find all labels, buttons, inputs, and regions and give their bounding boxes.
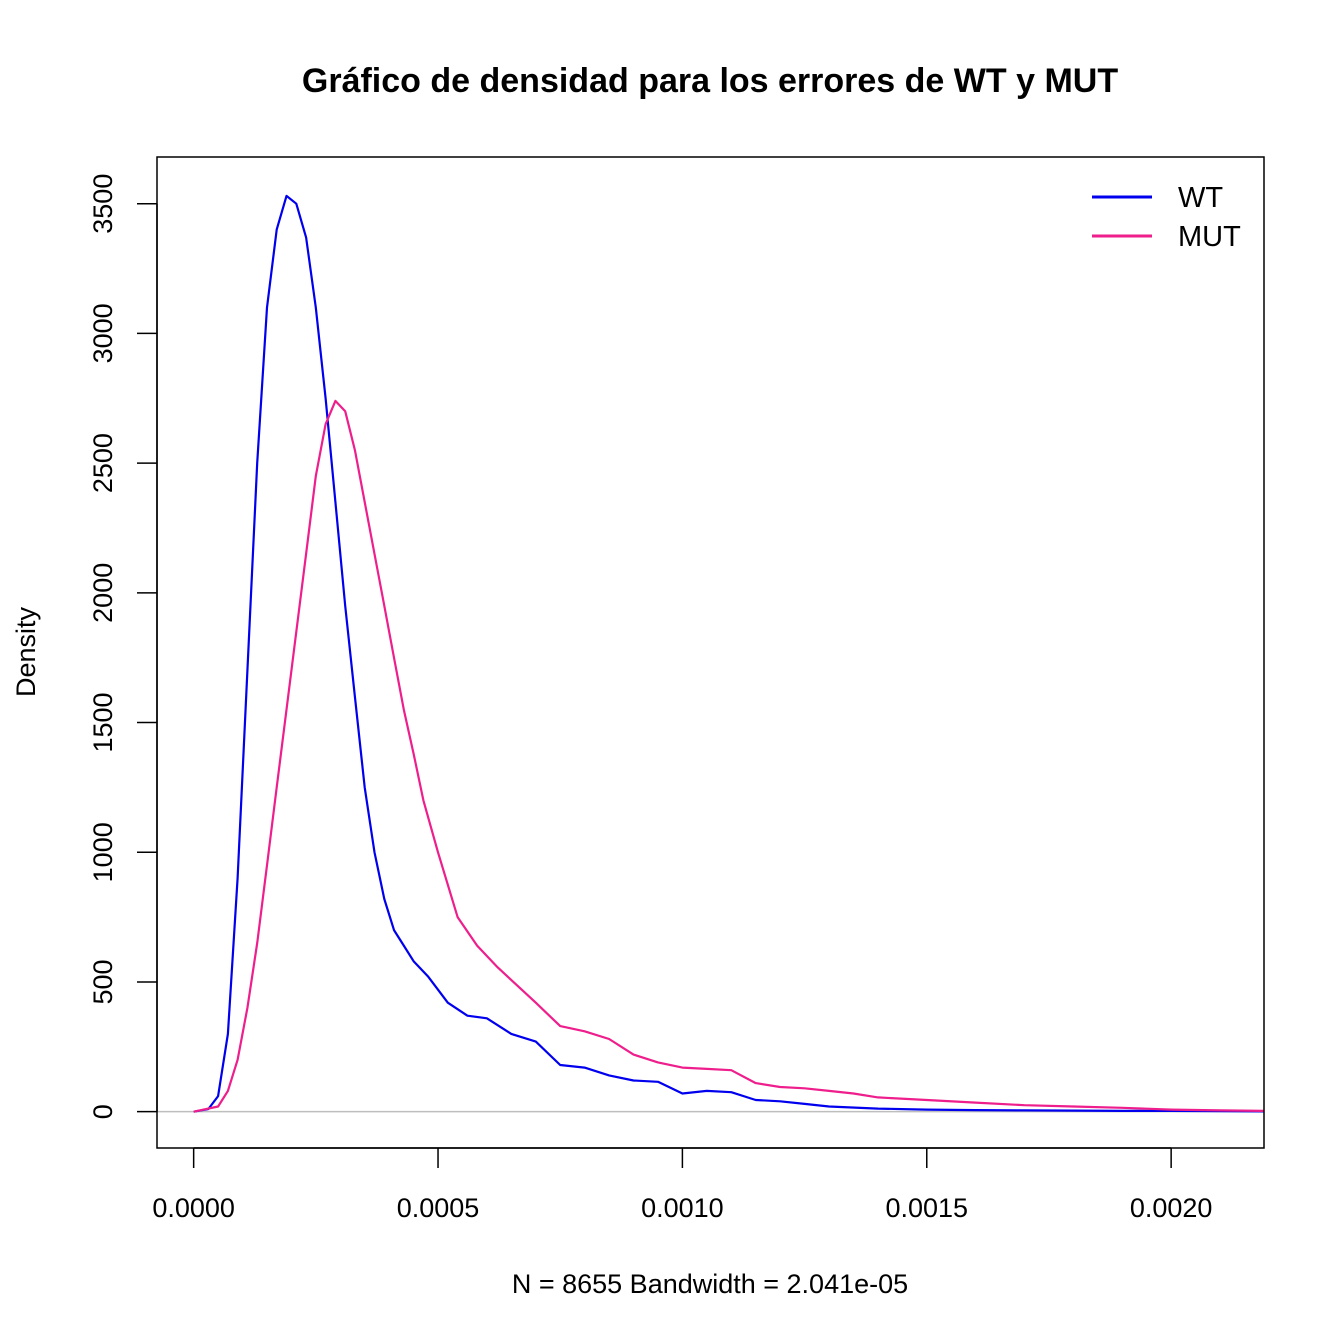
y-tick-label: 500	[88, 959, 118, 1004]
y-tick-label: 2000	[88, 563, 118, 623]
y-axis: 0 500 1000 1500 2000 2500 3000 3500	[88, 174, 158, 1119]
x-axis-label: N = 8655 Bandwidth = 2.041e-05	[512, 1269, 908, 1299]
y-tick-label: 3500	[88, 174, 118, 234]
x-tick-label: 0.0015	[885, 1193, 968, 1223]
x-tick-label: 0.0000	[152, 1193, 235, 1223]
x-tick-label: 0.0020	[1130, 1193, 1213, 1223]
legend: WT MUT	[1092, 182, 1241, 253]
legend-label-mut: MUT	[1178, 221, 1241, 253]
x-tick-label: 0.0010	[641, 1193, 724, 1223]
x-axis: 0.0000 0.0005 0.0010 0.0015 0.0020	[152, 1147, 1213, 1223]
y-tick-label: 3000	[88, 303, 118, 363]
series-line-wt	[193, 194, 1265, 1113]
series-line-mut	[193, 399, 1265, 1113]
y-axis-label: Density	[11, 606, 41, 697]
y-tick-label: 1000	[88, 822, 118, 882]
series-layer	[193, 194, 1265, 1113]
y-tick-label: 0	[88, 1104, 118, 1119]
plot-frame	[156, 156, 1265, 1149]
y-tick-label: 2500	[88, 433, 118, 493]
y-tick-label: 1500	[88, 692, 118, 752]
legend-label-wt: WT	[1178, 182, 1223, 214]
x-tick-label: 0.0005	[397, 1193, 480, 1223]
chart-title: Gráfico de densidad para los errores de …	[302, 62, 1118, 100]
